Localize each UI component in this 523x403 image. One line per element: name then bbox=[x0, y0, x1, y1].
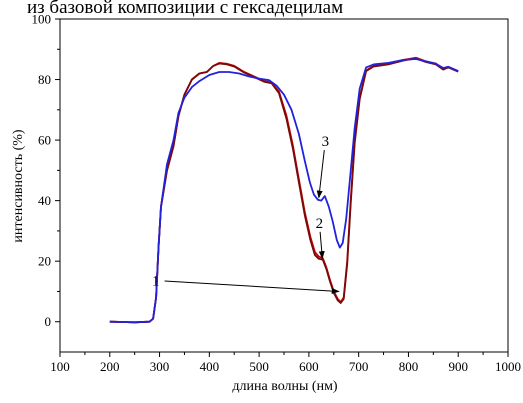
curve-arrow-1 bbox=[164, 280, 340, 295]
x-tick-label: 200 bbox=[100, 359, 120, 374]
header-text-fragment: из базовой композиции с гексадецилам bbox=[27, 0, 343, 18]
x-tick-label: 600 bbox=[299, 359, 319, 374]
curve-label-1: 1 bbox=[152, 273, 160, 289]
y-tick-label: 60 bbox=[38, 133, 51, 148]
y-tick-label: 40 bbox=[38, 193, 51, 208]
y-axis-label: интенсивность (%) bbox=[11, 129, 26, 243]
x-tick-label: 900 bbox=[448, 359, 468, 374]
y-tick-label: 100 bbox=[32, 12, 52, 27]
axes: 100 200 300 400 500 600 700 800 900 1000 0 20 40 60 80… bbox=[32, 12, 522, 375]
x-tick-label: 800 bbox=[399, 359, 419, 374]
x-tick-label: 100 bbox=[50, 359, 70, 374]
series-group bbox=[109, 56, 459, 324]
y-tick-label: 20 bbox=[38, 254, 51, 269]
annotations: 1 2 3 bbox=[152, 134, 340, 295]
x-tick-label: 400 bbox=[200, 359, 220, 374]
y-tick-label: 0 bbox=[45, 314, 52, 329]
x-tick-label: 300 bbox=[150, 359, 170, 374]
x-tick-label: 1000 bbox=[495, 359, 521, 374]
y-tick-label: 80 bbox=[38, 72, 51, 87]
x-axis-label: длина волны (нм) bbox=[232, 379, 338, 394]
x-tick-label: 500 bbox=[249, 359, 269, 374]
curve-arrow-3 bbox=[316, 150, 325, 199]
series-line-1 bbox=[109, 56, 459, 324]
curve-label-3: 3 bbox=[322, 134, 330, 150]
curve-label-2: 2 bbox=[316, 216, 324, 232]
curve-arrow-2 bbox=[318, 231, 325, 260]
series-line-3 bbox=[109, 58, 459, 324]
series-line-2 bbox=[109, 57, 459, 324]
x-tick-label: 700 bbox=[349, 359, 369, 374]
